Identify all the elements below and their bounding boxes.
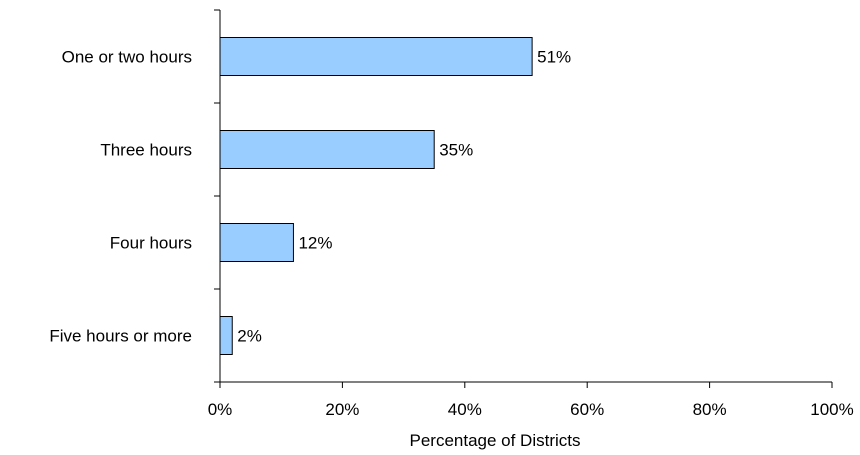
- bar: [219, 316, 233, 355]
- category-label: Five hours or more: [49, 327, 192, 346]
- x-axis-title: Percentage of Districts: [409, 431, 580, 450]
- x-tick-label: 60%: [570, 400, 604, 419]
- category-label: Four hours: [110, 234, 192, 253]
- x-tick-label: 80%: [693, 400, 727, 419]
- x-tick-label: 40%: [448, 400, 482, 419]
- bar: [219, 223, 294, 262]
- x-tick-label: 100%: [810, 400, 853, 419]
- data-label: 35%: [439, 141, 473, 160]
- bar: [219, 130, 435, 169]
- data-label: 12%: [298, 234, 332, 253]
- x-tick-label: 0%: [208, 400, 233, 419]
- labels-group: One or two hours 51% Three hours 35% Four ho…: [49, 48, 853, 420]
- data-label: 51%: [537, 48, 571, 67]
- bar: [219, 37, 533, 76]
- data-label: 2%: [237, 327, 262, 346]
- x-tick-label: 20%: [325, 400, 359, 419]
- category-label: Three hours: [100, 141, 192, 160]
- category-label: One or two hours: [62, 48, 192, 67]
- bars-group: [219, 37, 533, 355]
- axes-group: [214, 9, 833, 388]
